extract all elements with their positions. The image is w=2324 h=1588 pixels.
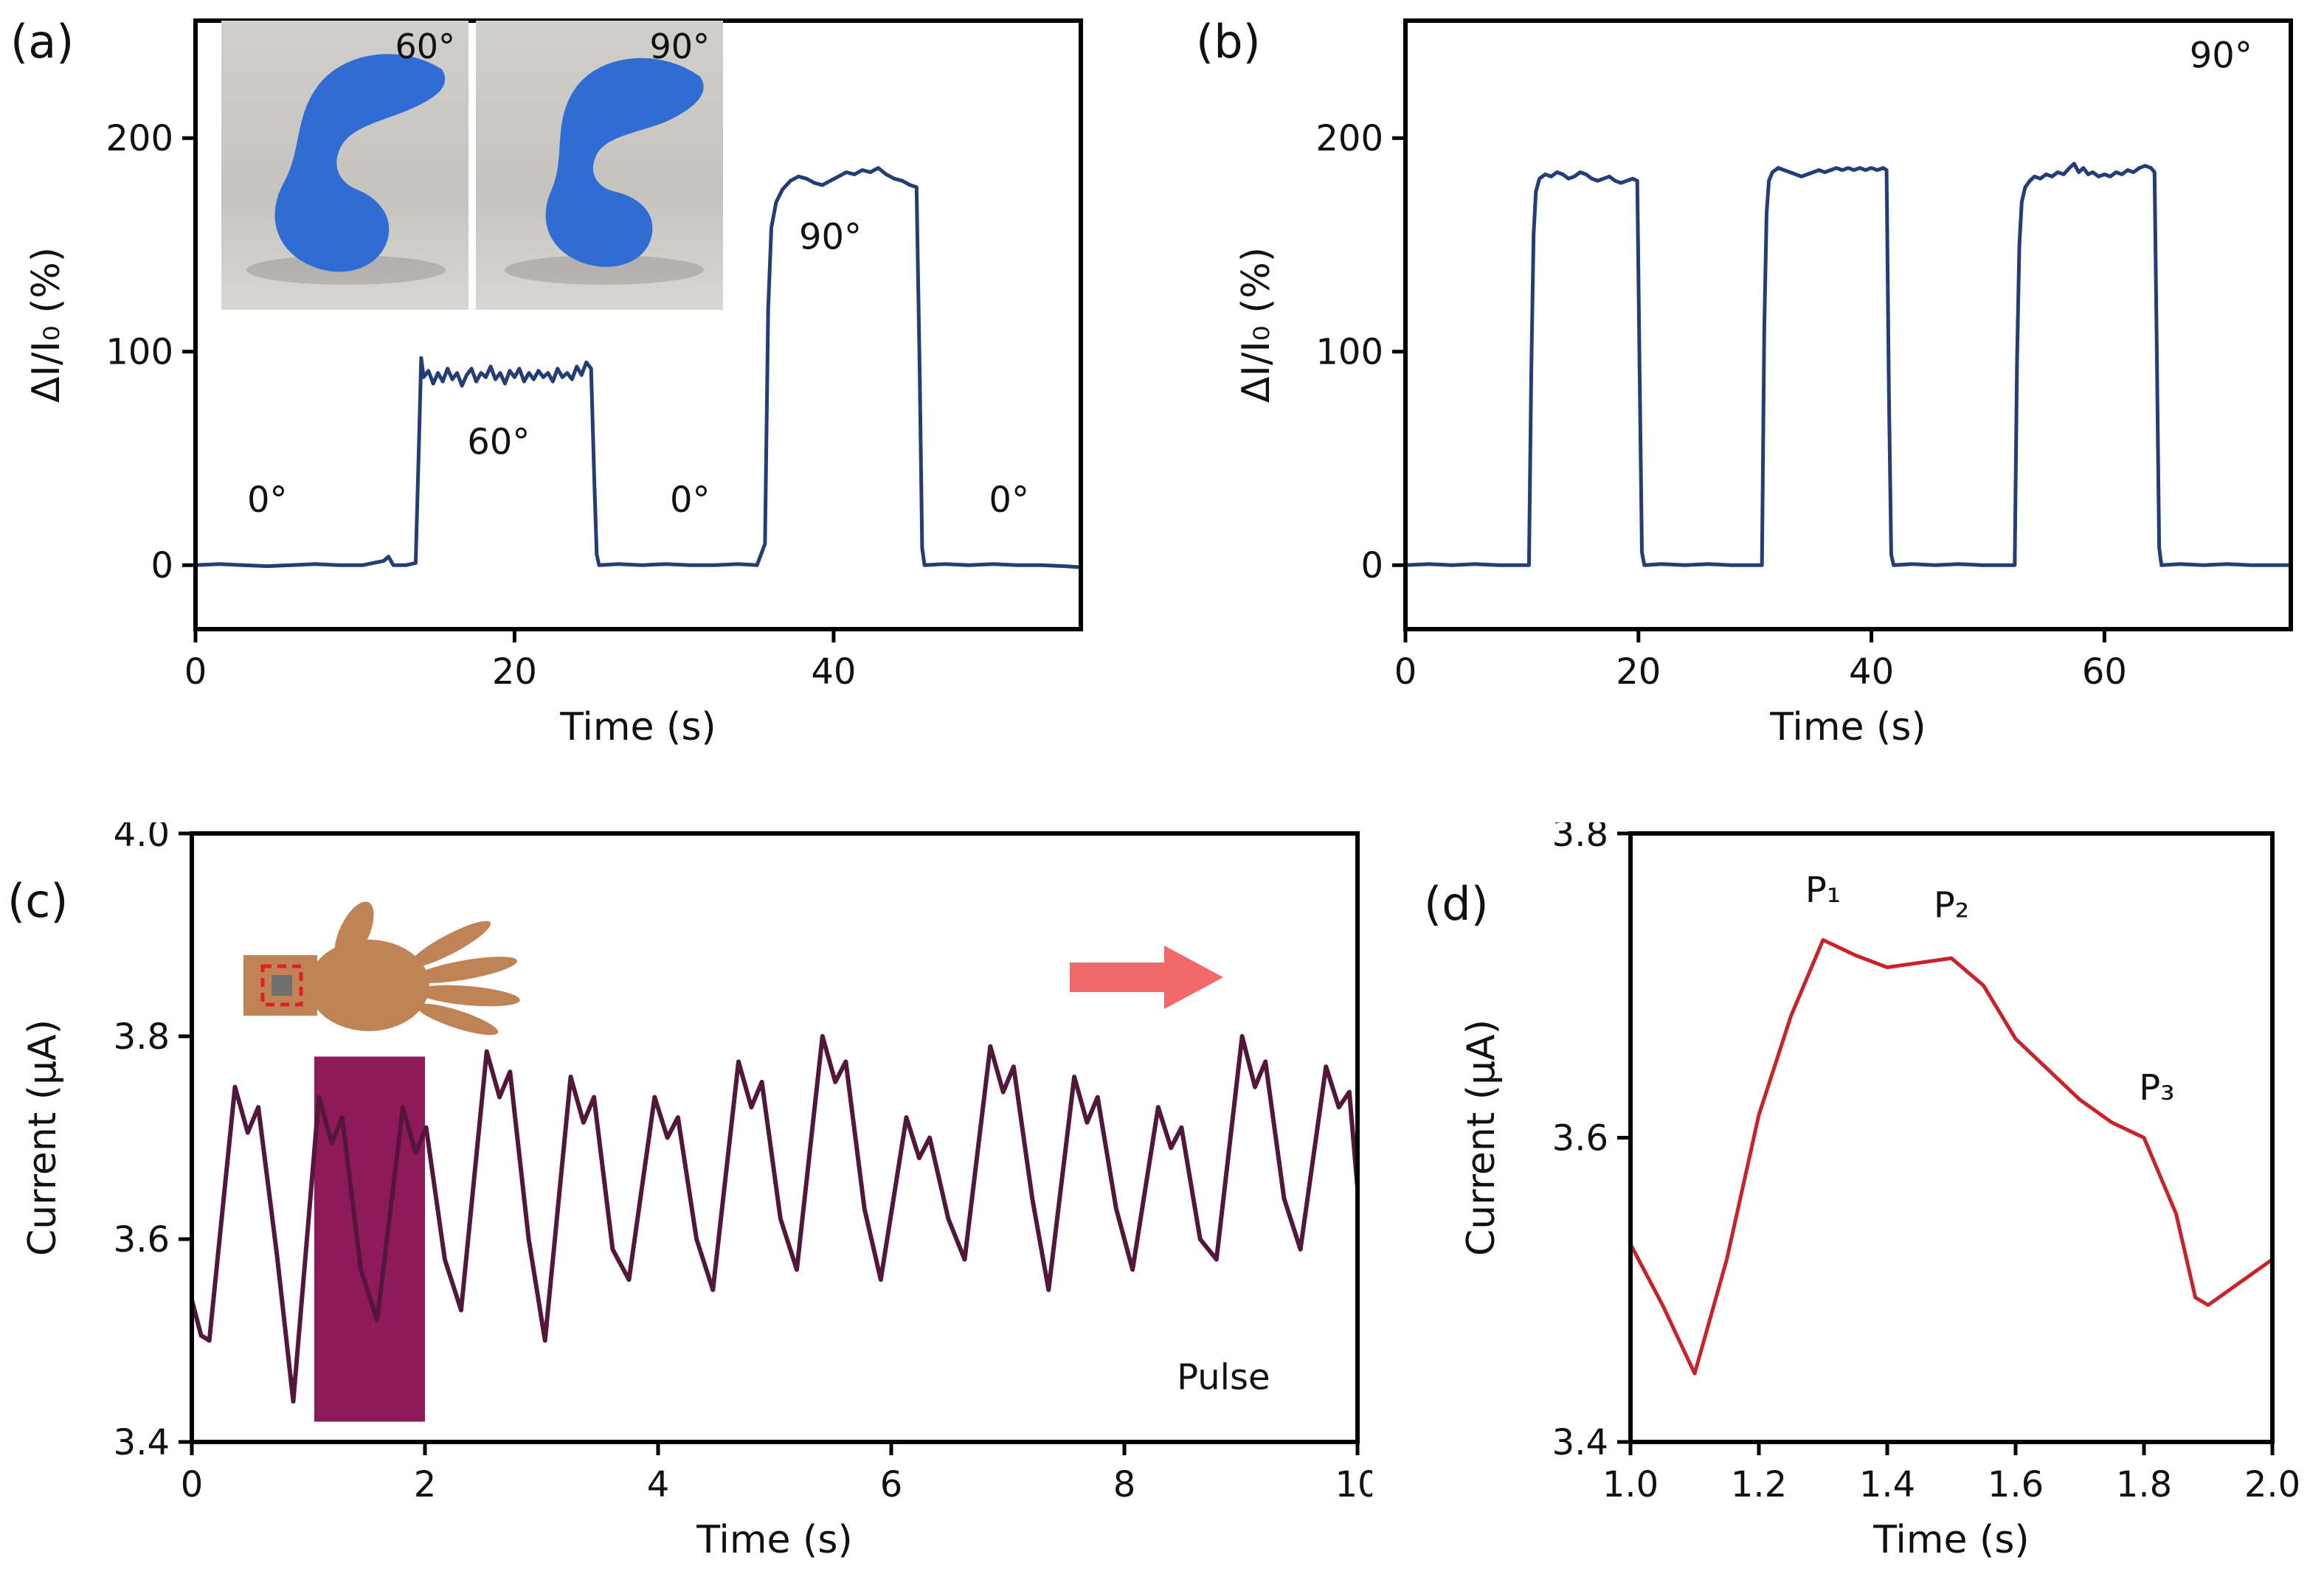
highlight-band	[314, 1056, 425, 1422]
sensor-chip	[272, 975, 292, 996]
panel-b-chart: 0 20 40 60 0 100 200 Time (s) ΔI/I₀ (%) 90°	[1192, 6, 2313, 762]
annotation: Pulse	[1177, 1357, 1270, 1398]
x-tick-label: 8	[1113, 1464, 1136, 1505]
y-tick-label: 3.8	[114, 1016, 170, 1058]
chart-c-svg: 0 2 4 6 8 10 3.4 3.6 3.8 4.0 Time (s) Current (µA) P…	[21, 814, 1380, 1562]
annotation: 0°	[989, 479, 1029, 521]
x-axis-title: Time (s)	[1769, 705, 1926, 749]
y-tick-label: 200	[1315, 118, 1383, 159]
annotation: P₃	[2139, 1067, 2174, 1109]
y-tick-label: 4.0	[114, 822, 170, 855]
x-tick-label: 1.0	[1602, 1464, 1659, 1505]
chart-a-svg: 0 20 40 0 100 200 Time (s) ΔI/I₀ (%) 0° 60° 0° 90° 0…	[24, 18, 1083, 749]
x-tick-label: 1.8	[2116, 1464, 2172, 1505]
x-tick-label: 1.2	[1731, 1464, 1787, 1505]
hand-wrist-sensor-inset	[243, 892, 539, 1072]
sensor-outline	[260, 964, 303, 1007]
panel-a-letter: (a)	[10, 15, 75, 69]
panel-d-chart: 1.0 1.2 1.4 1.6 1.8 2.0 3.4 3.6 3.8 Time (s) Curre…	[1402, 814, 2317, 1575]
annotation: 90°	[799, 217, 862, 258]
y-axis-title: ΔI/I₀ (%)	[24, 247, 69, 403]
glove-60-icon	[246, 54, 446, 285]
y-tick-label: 3.4	[114, 1422, 170, 1463]
panel-c-chart: 0 2 4 6 8 10 3.4 3.6 3.8 4.0 Time (s) Current (µA) P…	[7, 814, 1380, 1575]
panel-d-letter: (d)	[1424, 877, 1489, 931]
x-axis-title: Time (s)	[559, 705, 716, 749]
series-line	[193, 166, 1083, 569]
annotation: P₁	[1805, 870, 1841, 911]
chart-d-svg: 1.0 1.2 1.4 1.6 1.8 2.0 3.4 3.6 3.8 Time (s) Curre…	[1459, 814, 2300, 1562]
y-axis-title: Current (µA)	[21, 1019, 65, 1256]
y-tick-label: 0	[151, 545, 173, 586]
y-tick-label: 3.6	[114, 1219, 170, 1261]
x-tick-label: 0	[181, 1464, 204, 1505]
y-tick-label: 3.8	[1552, 822, 1608, 855]
y-tick-label: 200	[106, 118, 173, 159]
glove-90-icon	[505, 58, 704, 285]
plot-border	[190, 831, 1360, 1444]
x-tick-label: 2.0	[2244, 1464, 2300, 1505]
x-tick-label: 1.4	[1859, 1464, 1915, 1505]
x-tick-label: 4	[647, 1464, 670, 1505]
right-arrow-inset	[1070, 944, 1225, 1013]
y-axis-title: ΔI/I₀ (%)	[1234, 247, 1279, 403]
inset-60-label: 60°	[395, 27, 455, 66]
right-arrow-icon	[1070, 946, 1223, 1009]
y-axis-title: Current (µA)	[1459, 1019, 1504, 1256]
x-tick-label: 60	[2082, 651, 2127, 693]
panel-d: (d) 1.0 1.2 1.4 1.6 1.8 2.0 3.4 3.6 3.8 Time (s) C…	[1402, 814, 2317, 1575]
y-tick-label: 3.4	[1552, 1422, 1608, 1463]
annotation: 90°	[2190, 35, 2252, 77]
panel-a: (a) 0 20 40 0 100 200 Time (s) ΔI/I₀ (%) 0° 60° 0°…	[7, 6, 1110, 762]
x-tick-label: 40	[1849, 651, 1894, 693]
panel-a-chart: 0 20 40 0 100 200 Time (s) ΔI/I₀ (%) 0° 60° 0° 90° 0…	[7, 6, 1110, 762]
annotation: P₂	[1934, 884, 1969, 926]
x-tick-label: 6	[880, 1464, 903, 1505]
chart-b-svg: 0 20 40 60 0 100 200 Time (s) ΔI/I₀ (%) 90°	[1234, 18, 2293, 749]
y-tick-label: 100	[1315, 332, 1383, 373]
panel-c-letter: (c)	[7, 874, 69, 928]
annotation: 0°	[247, 479, 288, 521]
panel-c: (c) 0 2 4 6 8 10 3.4 3.6 3.8 4.0 Time (s) Current (…	[7, 814, 1380, 1575]
inset-photo-90deg: 90°	[476, 21, 723, 310]
x-axis-title: Time (s)	[1872, 1518, 2029, 1562]
x-tick-label: 0	[184, 651, 207, 693]
y-tick-label: 100	[106, 332, 173, 373]
annotation: 0°	[670, 479, 710, 521]
inset-90-label: 90°	[649, 27, 710, 66]
x-tick-label: 20	[1616, 651, 1661, 693]
x-tick-label: 2	[414, 1464, 437, 1505]
y-tick-label: 0	[1360, 545, 1383, 586]
series-line	[1403, 162, 2293, 567]
x-tick-label: 0	[1394, 651, 1417, 693]
plot-border	[1403, 18, 2293, 631]
x-tick-label: 40	[811, 651, 856, 693]
inset-photo-60deg: 60°	[221, 21, 468, 310]
hand-wrist-sensor-icon	[243, 901, 520, 1036]
x-tick-label: 20	[492, 651, 537, 693]
panel-a-insets: 60° 90°	[221, 21, 723, 310]
series-line	[190, 1034, 1360, 1404]
x-tick-label: 1.6	[1988, 1464, 2044, 1505]
x-tick-label: 10	[1335, 1464, 1372, 1505]
annotation: 60°	[467, 422, 530, 463]
panel-b-letter: (b)	[1196, 15, 1261, 69]
panel-b: (b) 0 20 40 60 0 100 200 Time (s) ΔI/I₀ (%) 90°	[1192, 6, 2313, 762]
series-line	[1628, 937, 2275, 1376]
y-tick-label: 3.6	[1552, 1118, 1608, 1159]
x-axis-title: Time (s)	[696, 1518, 852, 1562]
